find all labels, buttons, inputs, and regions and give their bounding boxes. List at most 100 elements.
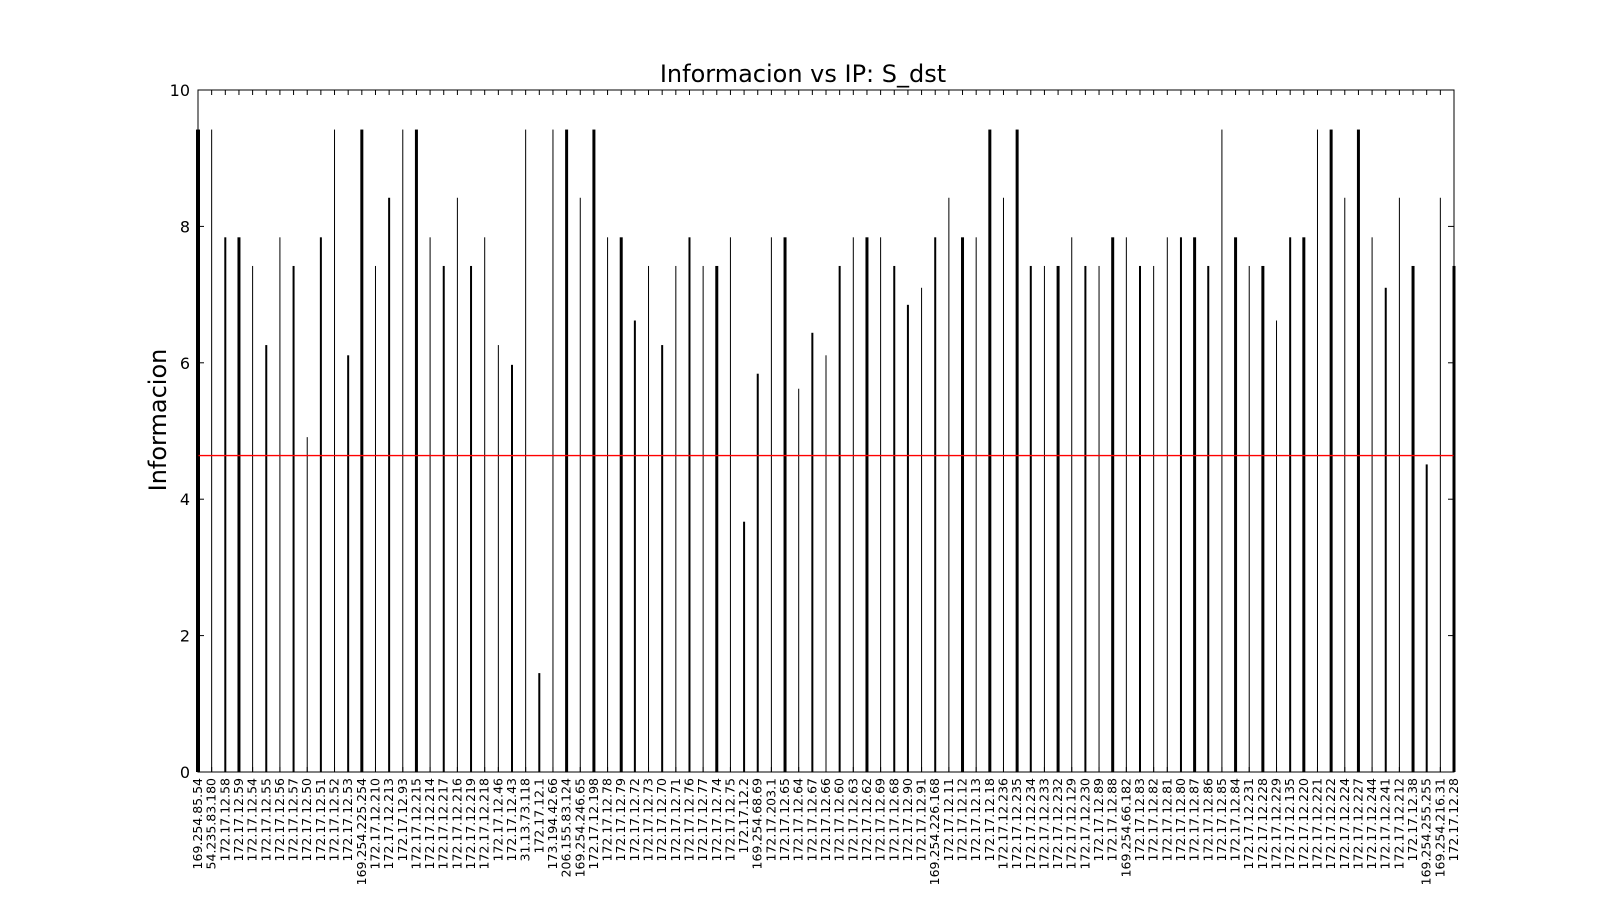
- x-tick-label: 172.17.12.46: [490, 778, 505, 862]
- x-tick-label: 169.254.246.65: [572, 778, 587, 877]
- x-tick-label: 172.17.12.64: [791, 778, 806, 862]
- bar: [456, 197, 458, 772]
- bar: [619, 237, 623, 772]
- y-tick-label: 10: [170, 81, 190, 100]
- bar: [880, 237, 882, 772]
- x-tick-label: 172.17.12.227: [1350, 778, 1365, 869]
- x-tick-label: 172.17.12.69: [873, 778, 888, 862]
- bar: [921, 287, 923, 772]
- bar: [360, 129, 364, 772]
- x-tick-label: 172.17.12.129: [1064, 778, 1079, 869]
- x-tick-label: 172.17.12.234: [1023, 778, 1038, 869]
- bar: [1002, 197, 1004, 772]
- x-tick-label: 172.17.12.79: [613, 778, 628, 862]
- x-tick-label: 172.17.12.18: [982, 778, 997, 862]
- x-tick-label: 169.254.85.54: [190, 778, 205, 869]
- x-tick-label: 172.17.12.244: [1364, 778, 1379, 869]
- bar: [934, 237, 937, 772]
- x-tick-label: 172.17.12.71: [668, 778, 683, 862]
- x-tick-label: 172.17.12.55: [258, 778, 273, 862]
- y-tick-label: 4: [180, 490, 190, 509]
- x-tick-label: 172.17.12.233: [1036, 778, 1051, 869]
- bar: [592, 129, 596, 772]
- bar: [347, 355, 350, 772]
- bar: [893, 265, 896, 772]
- bar: [237, 237, 241, 772]
- x-tick-label: 54.235.83.180: [204, 778, 219, 869]
- x-tick-label: 169.254.225.254: [354, 778, 369, 885]
- x-tick-label: 172.17.12.70: [654, 778, 669, 862]
- x-tick-label: 172.17.12.67: [804, 778, 819, 862]
- x-tick-label: 172.17.12.73: [641, 778, 656, 862]
- bar: [211, 129, 213, 772]
- x-tick-label: 172.17.12.91: [914, 778, 929, 862]
- x-tick-label: 172.17.12.11: [941, 778, 956, 862]
- x-tick-label: 172.17.12.38: [1405, 778, 1420, 862]
- x-tick-label: 173.194.42.66: [545, 778, 560, 869]
- bar: [414, 129, 418, 772]
- bar: [1166, 237, 1168, 772]
- bar: [402, 129, 404, 772]
- bar: [688, 237, 691, 772]
- bar: [1329, 129, 1333, 772]
- x-tick-label: 169.254.226.168: [927, 778, 942, 885]
- bar: [1179, 237, 1182, 772]
- bar: [319, 237, 322, 772]
- bar: [1398, 197, 1400, 772]
- x-tick-label: 169.254.255.255: [1419, 778, 1434, 885]
- x-tick-label: 172.17.12.65: [777, 778, 792, 862]
- x-tick-label: 169.254.66.182: [1118, 778, 1133, 877]
- x-tick-label: 172.17.12.28: [1446, 778, 1461, 862]
- bar: [1043, 265, 1045, 772]
- bar: [334, 129, 336, 772]
- bar: [511, 364, 513, 772]
- x-tick-label: 172.17.12.83: [1132, 778, 1147, 862]
- bar: [825, 355, 827, 772]
- y-axis-label: Informacion: [144, 349, 172, 492]
- x-tick-label: 172.17.12.53: [340, 778, 355, 862]
- x-tick-label: 172.17.12.93: [395, 778, 410, 862]
- x-tick-label: 172.17.12.229: [1269, 778, 1284, 869]
- bar: [525, 129, 527, 772]
- x-tick-label: 172.17.203.1: [763, 778, 778, 862]
- x-tick-label: 172.17.12.62: [859, 778, 874, 862]
- x-tick-label: 172.17.12.58: [217, 778, 232, 862]
- bar: [798, 388, 800, 772]
- x-tick-label: 172.17.12.80: [1173, 778, 1188, 862]
- x-tick-label: 172.17.12.85: [1214, 778, 1229, 862]
- x-tick-label: 172.17.12.87: [1187, 778, 1202, 862]
- x-tick-label: 172.17.12.210: [367, 778, 382, 869]
- x-tick-label: 206.155.83.124: [559, 778, 574, 877]
- x-tick-label: 172.17.12.86: [1200, 778, 1215, 862]
- x-tick-label: 172.17.12.52: [327, 778, 342, 862]
- x-tick-label: 172.17.12.228: [1255, 778, 1270, 869]
- bar: [702, 265, 704, 772]
- bar: [961, 237, 965, 772]
- x-tick-label: 172.17.12.232: [1050, 778, 1065, 869]
- x-tick-label: 172.17.12.50: [299, 778, 314, 862]
- x-tick-label: 172.17.12.89: [1091, 778, 1106, 862]
- bar: [497, 345, 499, 772]
- bar: [975, 237, 977, 772]
- bar: [1221, 129, 1223, 772]
- bar: [948, 197, 950, 772]
- bar: [579, 197, 581, 772]
- bar: [484, 237, 486, 772]
- bar: [988, 129, 992, 772]
- bar: [783, 237, 787, 772]
- bar: [1098, 265, 1100, 772]
- bar: [811, 332, 814, 772]
- y-tick-label: 6: [180, 354, 190, 373]
- x-tick-label: 172.17.12.76: [681, 778, 696, 862]
- x-tick-label: 172.17.12.218: [477, 778, 492, 869]
- bar: [306, 437, 308, 772]
- bar: [661, 345, 664, 772]
- x-tick-label: 172.17.12.1: [531, 778, 546, 854]
- x-tick-label: 172.17.12.54: [245, 778, 260, 862]
- bar: [388, 197, 391, 772]
- bar: [252, 265, 254, 772]
- bar: [743, 521, 746, 772]
- x-tick-label: 172.17.12.43: [504, 778, 519, 862]
- x-tick-label: 172.17.12.216: [449, 778, 464, 869]
